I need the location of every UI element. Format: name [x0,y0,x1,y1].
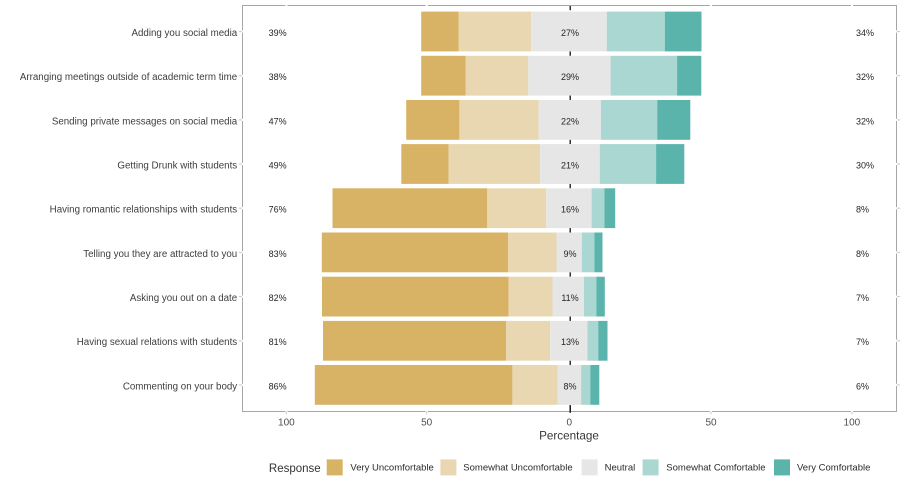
svg-text:Sending private messages on so: Sending private messages on social media [52,116,238,127]
svg-text:100: 100 [844,418,861,429]
svg-text:Telling you they are attracted: Telling you they are attracted to you [83,249,237,260]
svg-text:21%: 21% [561,160,579,170]
svg-text:Very Uncomfortable: Very Uncomfortable [350,463,433,474]
svg-text:22%: 22% [561,116,579,126]
svg-text:0: 0 [567,418,573,429]
svg-text:8%: 8% [856,249,869,259]
svg-text:34%: 34% [856,28,874,38]
svg-text:Adding you social media: Adding you social media [131,28,237,39]
svg-text:Very Comfortable: Very Comfortable [797,463,870,474]
svg-text:76%: 76% [269,205,287,215]
svg-text:Response: Response [269,463,321,475]
svg-text:Having sexual relations with s: Having sexual relations with students [77,337,238,348]
svg-text:Having romantic relationships: Having romantic relationships with stude… [50,205,238,216]
svg-text:32%: 32% [856,116,874,126]
svg-text:13%: 13% [561,337,579,347]
svg-text:81%: 81% [269,337,287,347]
svg-text:Somewhat Uncomfortable: Somewhat Uncomfortable [463,463,572,474]
svg-text:Getting Drunk with students: Getting Drunk with students [117,160,237,171]
svg-text:30%: 30% [856,160,874,170]
svg-text:49%: 49% [269,160,287,170]
svg-text:11%: 11% [561,293,578,303]
svg-text:7%: 7% [856,337,869,347]
svg-text:Percentage: Percentage [539,429,599,442]
svg-text:32%: 32% [856,72,874,82]
svg-text:Commenting on your body: Commenting on your body [123,381,237,392]
svg-text:38%: 38% [269,72,287,82]
svg-text:8%: 8% [856,205,869,215]
svg-text:16%: 16% [561,205,579,215]
svg-text:6%: 6% [856,381,869,391]
svg-text:9%: 9% [563,249,576,259]
svg-text:47%: 47% [269,116,287,126]
svg-text:50: 50 [705,418,717,429]
svg-text:86%: 86% [269,381,287,391]
svg-text:100: 100 [278,418,295,429]
svg-text:27%: 27% [561,28,579,38]
svg-text:Asking you out on a date: Asking you out on a date [130,293,237,304]
svg-text:7%: 7% [856,293,869,303]
svg-text:Somewhat Comfortable: Somewhat Comfortable [666,463,765,474]
svg-text:29%: 29% [561,72,579,82]
svg-text:Arranging meetings outside of: Arranging meetings outside of academic t… [20,72,237,83]
svg-text:Neutral: Neutral [605,463,636,474]
svg-text:83%: 83% [269,249,287,259]
svg-text:82%: 82% [269,293,287,303]
svg-text:8%: 8% [563,381,576,391]
svg-text:39%: 39% [269,28,287,38]
svg-text:50: 50 [421,418,433,429]
